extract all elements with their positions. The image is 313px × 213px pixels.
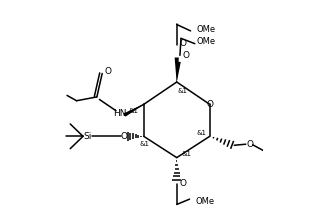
Text: OMe: OMe (197, 37, 216, 46)
Polygon shape (177, 62, 181, 82)
Text: O: O (247, 140, 254, 149)
Text: HN: HN (114, 109, 127, 118)
Text: O: O (104, 67, 111, 76)
Text: O: O (180, 39, 187, 48)
Text: &1: &1 (129, 108, 138, 114)
Text: O: O (206, 100, 213, 109)
Text: OMe: OMe (196, 197, 215, 206)
Text: Si: Si (83, 132, 91, 141)
Polygon shape (124, 104, 144, 117)
Polygon shape (175, 58, 179, 82)
Text: O: O (179, 179, 186, 188)
Text: &1: &1 (177, 88, 187, 94)
Text: &1: &1 (196, 130, 206, 136)
Text: &1: &1 (181, 151, 191, 157)
Text: O: O (182, 51, 189, 60)
Text: OMe: OMe (197, 25, 216, 34)
Text: O: O (121, 132, 127, 141)
Text: &1: &1 (140, 141, 150, 147)
